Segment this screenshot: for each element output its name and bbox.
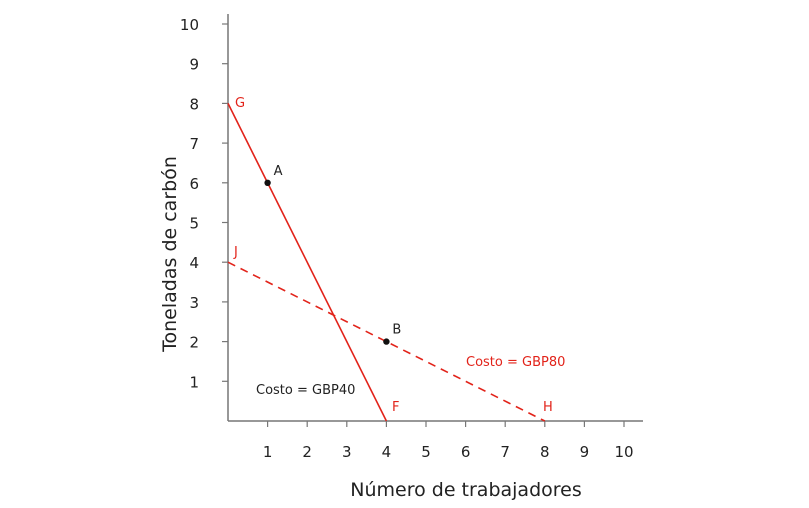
line-label-start: G [235, 96, 245, 111]
cost-annotation: Costo = GBP80 [466, 355, 565, 370]
y-tick-label: 1 [189, 373, 199, 391]
cost-annotation: Costo = GBP40 [256, 383, 355, 398]
x-tick-label: 6 [461, 443, 471, 461]
y-tick-label: 4 [189, 254, 199, 272]
x-tick-label: 2 [302, 443, 312, 461]
x-tick-label: 1 [263, 443, 273, 461]
y-tick-label: 5 [189, 215, 199, 233]
x-tick-label: 9 [580, 443, 590, 461]
line-label-start: J [233, 245, 238, 260]
y-tick-label: 8 [189, 95, 199, 113]
y-axis-label: Toneladas de carbón [159, 156, 181, 353]
y-tick-label: 6 [189, 175, 199, 193]
cost-line-1 [227, 103, 388, 422]
x-axis-label: Número de trabajadores [350, 479, 582, 501]
x-tick-label: 5 [421, 443, 431, 461]
x-tick-label: 7 [500, 443, 510, 461]
y-tick-label: 3 [189, 294, 199, 312]
y-tick-label: 2 [189, 334, 199, 352]
x-tick-label: 8 [540, 443, 550, 461]
data-point [383, 338, 390, 345]
point-label: B [392, 323, 401, 338]
data-point [264, 179, 271, 186]
point-label: A [274, 164, 283, 179]
y-tick-label: 10 [180, 16, 199, 34]
x-tick-label: 4 [382, 443, 392, 461]
y-tick-label: 7 [189, 135, 199, 153]
cost-line-2 [227, 261, 546, 422]
x-tick-label: 3 [342, 443, 352, 461]
line-label-end: H [543, 400, 553, 415]
line-label-end: F [392, 400, 399, 415]
x-tick-label: 10 [614, 443, 633, 461]
y-tick-label: 9 [189, 56, 199, 74]
